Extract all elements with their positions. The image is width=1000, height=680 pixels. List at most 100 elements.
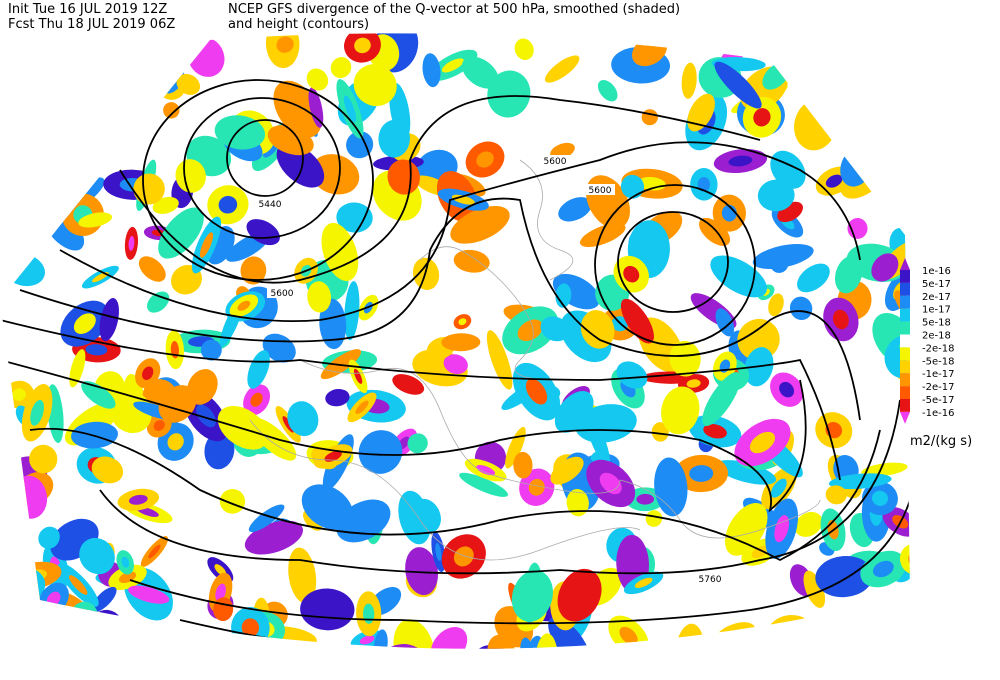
shading-blob: [675, 623, 705, 649]
shading-blob: [319, 298, 347, 350]
shading-blob: [430, 627, 468, 649]
shading-blob: [513, 451, 533, 479]
shading-core: [353, 368, 363, 384]
shading-blob: [864, 33, 895, 65]
shading-blob: [575, 404, 637, 443]
shading-blob: [152, 196, 179, 214]
shading-blob: [661, 386, 700, 435]
shading-core: [153, 420, 165, 431]
shading-blob: [27, 97, 66, 131]
shading-core: [354, 37, 371, 54]
shading-blob: [165, 638, 220, 649]
shading-core: [212, 441, 227, 459]
shading-blob: [346, 131, 374, 159]
shading-blob: [150, 33, 185, 53]
shading-blob: [794, 625, 810, 649]
colorbar-label: 1e-16: [922, 266, 951, 277]
shading-blob: [276, 36, 294, 53]
forecast-time: Fcst Thu 18 JUL 2019 06Z: [8, 17, 175, 32]
shading-blob: [645, 510, 663, 527]
shading-blob: [373, 629, 388, 649]
coastlines: [249, 159, 821, 561]
shading-blob: [620, 298, 654, 344]
colorbar-label: 2e-18: [922, 331, 951, 342]
shading-blob: [487, 634, 517, 649]
shading-blob: [79, 537, 115, 575]
shading-blob: [133, 173, 165, 205]
shading-blob: [886, 617, 910, 645]
shading-blob: [828, 473, 892, 490]
shading-blob: [320, 349, 362, 380]
shading-blob: [217, 406, 269, 450]
shading-blob: [677, 649, 725, 680]
colorbar-label: -1e-17: [922, 369, 954, 380]
shading-blob: [78, 212, 113, 228]
shading-blob: [555, 283, 572, 308]
shading-blob: [654, 457, 688, 517]
shading: [0, 33, 910, 680]
contour-label-box: [267, 287, 297, 298]
shading-blob: [86, 42, 138, 56]
shading-core: [756, 641, 780, 649]
shading-blob: [248, 504, 285, 533]
contour-label: 5760: [699, 575, 722, 585]
shading-core: [798, 632, 806, 645]
shading-core: [476, 151, 494, 168]
shading-core: [295, 410, 310, 427]
shading-blob: [2, 253, 45, 287]
colorbar-label: 5e-17: [922, 279, 951, 290]
shading-core: [751, 545, 769, 559]
shading-blob: [276, 143, 325, 188]
shading-blob: [794, 511, 823, 537]
shading-core: [237, 300, 251, 311]
shading-blob: [597, 79, 618, 102]
shading-core: [127, 47, 142, 54]
shading-blob: [742, 628, 795, 649]
shading-blob: [803, 570, 826, 608]
shading-blob: [791, 634, 811, 649]
shading-blob: [871, 253, 899, 282]
shading-blob: [40, 648, 67, 678]
shading-blob: [681, 62, 697, 99]
shading-core: [749, 431, 776, 454]
shading-core: [215, 583, 226, 602]
colorbar-swatch: [900, 321, 910, 335]
shading-blob: [860, 616, 901, 638]
shading-blob: [176, 73, 201, 95]
shading-core: [641, 44, 658, 58]
init-time: Init Tue 16 JUL 2019 12Z: [8, 2, 167, 17]
shading-core: [15, 577, 34, 593]
shading-core: [458, 318, 467, 326]
shading-blob: [23, 38, 53, 72]
shading-blob: [544, 55, 580, 83]
shading-blob: [784, 47, 802, 76]
shading-core: [142, 366, 154, 380]
shading-core: [32, 210, 46, 225]
colorbar-label: -2e-17: [922, 382, 954, 393]
colorbar-swatch: [900, 347, 910, 361]
shading-core: [324, 450, 342, 462]
shading-core: [315, 661, 330, 678]
shading-blob: [789, 296, 813, 321]
shading-blob: [22, 191, 46, 217]
shading-blob: [712, 622, 756, 649]
shading-core: [824, 69, 836, 85]
shading-blob: [128, 585, 170, 604]
shading-core: [871, 490, 889, 506]
title: NCEP GFS divergence of the Q-vector at 5…: [228, 2, 680, 17]
shading-blob: [554, 391, 594, 433]
shading-core: [623, 265, 640, 283]
shading-blob: [109, 390, 153, 434]
shading-core: [152, 46, 168, 63]
shading-core: [831, 490, 841, 500]
shading-core: [100, 46, 124, 52]
shading-blob: [818, 60, 842, 94]
shading-blob: [620, 174, 645, 199]
shading-blob: [891, 599, 910, 627]
shading-blob: [201, 647, 261, 680]
colorbar-arrow: [900, 258, 910, 270]
shading-blob: [540, 316, 570, 342]
shading-core: [528, 478, 545, 496]
